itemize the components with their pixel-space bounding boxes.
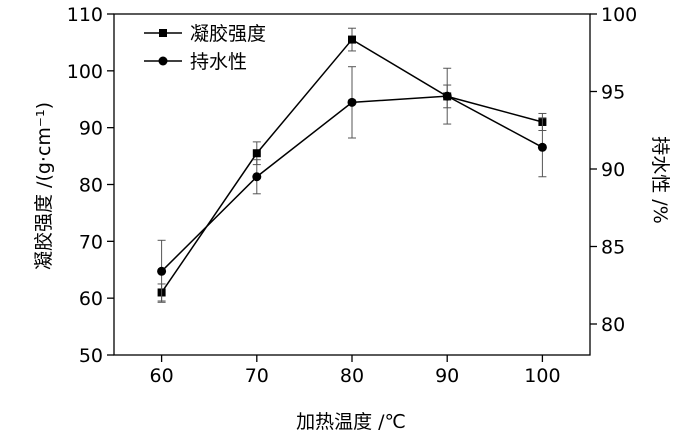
right-y-tick-label: 90 xyxy=(601,159,625,181)
legend-label: 持水性 xyxy=(190,51,247,73)
data-point-circle xyxy=(252,172,262,182)
legend-label: 凝胶强度 xyxy=(190,23,266,45)
x-axis-label: 加热温度 /℃ xyxy=(296,411,406,433)
right-y-tick-label: 100 xyxy=(601,4,637,26)
legend-item: 持水性 xyxy=(144,51,247,73)
left-y-tick-label: 100 xyxy=(67,61,103,83)
legend-item: 凝胶强度 xyxy=(144,23,266,45)
x-tick-label: 80 xyxy=(340,365,364,387)
data-point-square xyxy=(252,149,261,158)
data-point-circle xyxy=(157,266,167,276)
right-y-axis: 80 85 90 95 100 xyxy=(590,4,637,336)
x-tick-label: 90 xyxy=(435,365,459,387)
plot-border xyxy=(113,13,591,356)
series-water-holding xyxy=(157,66,547,303)
data-point-circle xyxy=(537,142,547,152)
data-point-circle xyxy=(347,97,357,107)
left-y-tick-label: 50 xyxy=(79,345,103,367)
left-y-tick-label: 70 xyxy=(79,231,103,253)
legend-marker-square xyxy=(159,29,167,37)
x-axis: 60 70 80 90 100 xyxy=(150,355,561,387)
data-point-square xyxy=(348,35,356,44)
series-layer xyxy=(157,27,547,303)
left-y-tick-label: 90 xyxy=(79,118,103,140)
left-y-axis-label: 凝胶强度 /(g·cm⁻¹) xyxy=(33,102,55,270)
right-y-tick-label: 95 xyxy=(601,82,625,104)
left-y-axis: 50 60 70 80 90 100 110 xyxy=(67,4,114,367)
right-y-tick-label: 80 xyxy=(601,314,625,336)
x-tick-label: 70 xyxy=(245,365,269,387)
data-point-circle xyxy=(442,91,452,101)
x-tick-label: 60 xyxy=(150,365,174,387)
left-y-tick-label: 80 xyxy=(79,175,103,197)
right-y-axis-label: 持水性 /% xyxy=(649,136,671,224)
left-y-tick-label: 110 xyxy=(67,4,103,26)
legend-marker-circle xyxy=(158,56,168,66)
right-y-tick-label: 85 xyxy=(601,237,625,259)
plot-frame xyxy=(113,13,591,356)
left-y-tick-label: 60 xyxy=(79,288,103,310)
x-tick-label: 100 xyxy=(524,365,560,387)
